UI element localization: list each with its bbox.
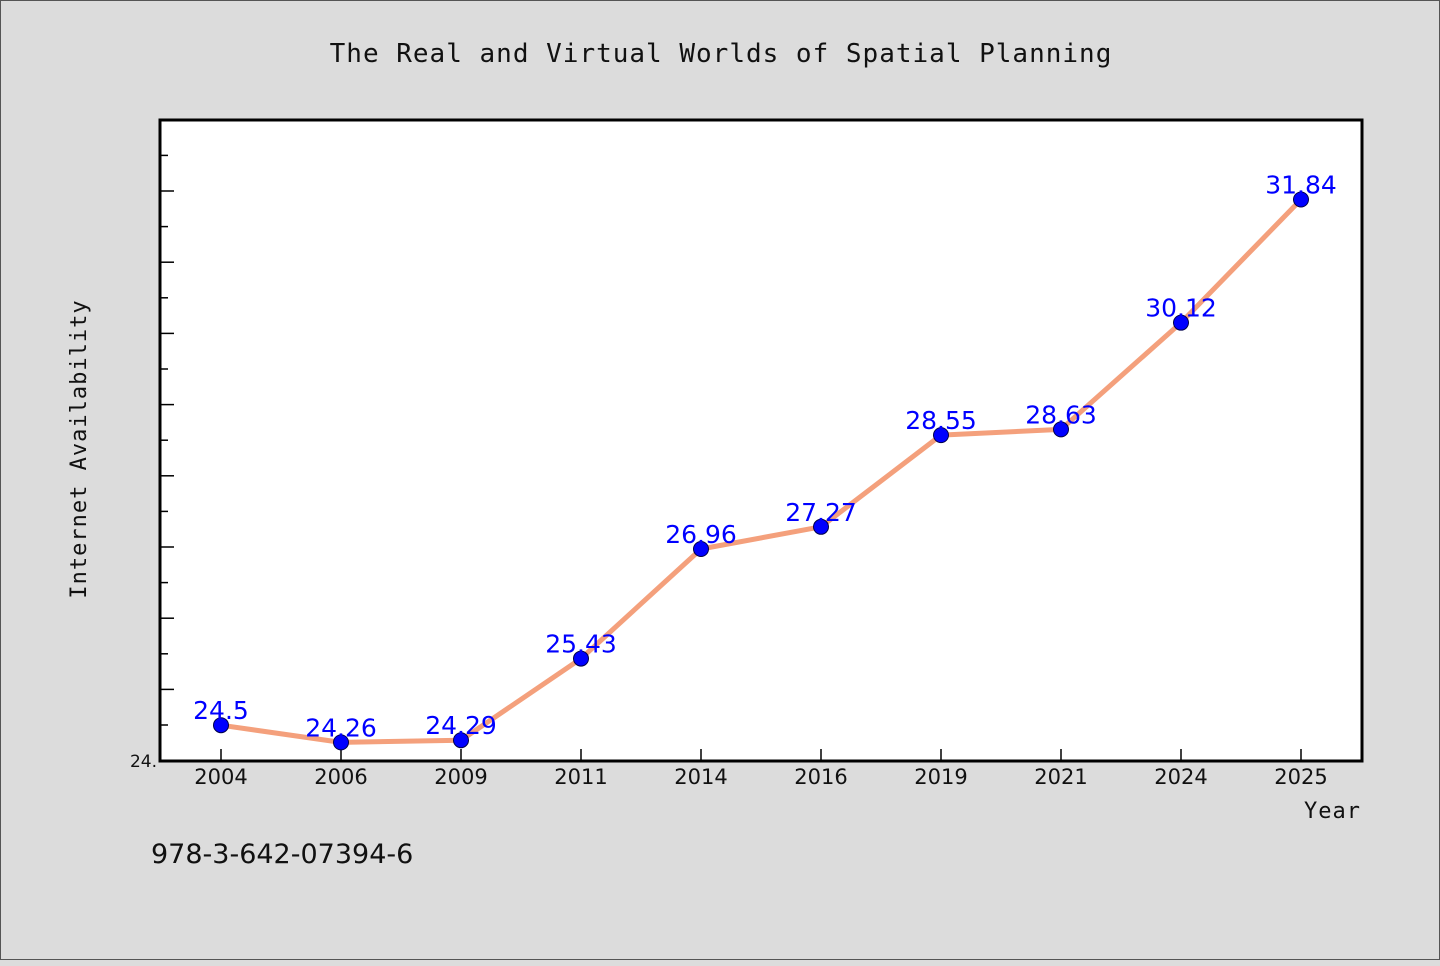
data-point	[573, 650, 589, 667]
data-label: 28.63	[1025, 400, 1097, 429]
series-line	[218, 196, 1304, 745]
x-axis-title: Year	[1304, 799, 1361, 824]
x-tick-label: 2016	[794, 765, 847, 789]
data-label: 25.43	[545, 630, 617, 659]
x-tick-label: 2011	[554, 765, 607, 789]
x-tick-label: 2014	[674, 765, 727, 789]
series-layer: 24.5 24.26 24.29 25.43 26.96 27.27 28.55 28.63 3…	[193, 170, 1337, 751]
data-label: 31.84	[1265, 170, 1337, 199]
x-tick-label: 2004	[194, 765, 247, 789]
x-tick-label: 2021	[1034, 765, 1087, 789]
x-tick-label: 2025	[1274, 765, 1327, 789]
x-tick-label: 2009	[434, 765, 487, 789]
isbn-text: 978-3-642-07394-6	[151, 839, 413, 870]
data-label: 24.29	[425, 711, 497, 740]
x-axis-ticks: 2004 2006 2009 2011 2014 2016 2019 2021 2024 2025	[194, 749, 1328, 789]
data-point	[333, 734, 349, 751]
data-point	[1293, 191, 1309, 208]
x-tick-label: 2019	[914, 765, 967, 789]
data-point	[1173, 314, 1189, 331]
y-axis-ticks	[160, 154, 174, 726]
data-point	[453, 732, 469, 749]
data-point	[213, 717, 229, 734]
y-axis-title: Internet Availability	[67, 299, 92, 598]
x-tick-label: 2006	[314, 765, 367, 789]
plot-area	[158, 118, 1364, 763]
chart-title: The Real and Virtual Worlds of Spatial P…	[330, 39, 1113, 69]
data-label: 28.55	[905, 406, 977, 435]
data-point	[933, 427, 949, 444]
x-tick-label: 2024	[1154, 765, 1207, 789]
data-label: 30.12	[1145, 294, 1217, 323]
data-label: 24.5	[193, 696, 249, 725]
data-point	[1053, 421, 1069, 438]
data-label: 26.96	[665, 520, 737, 549]
data-label: 24.26	[305, 713, 377, 742]
data-label: 27.27	[785, 498, 857, 527]
y-tick-label: 24.	[130, 752, 157, 772]
data-point	[693, 541, 709, 558]
data-point	[813, 518, 829, 535]
